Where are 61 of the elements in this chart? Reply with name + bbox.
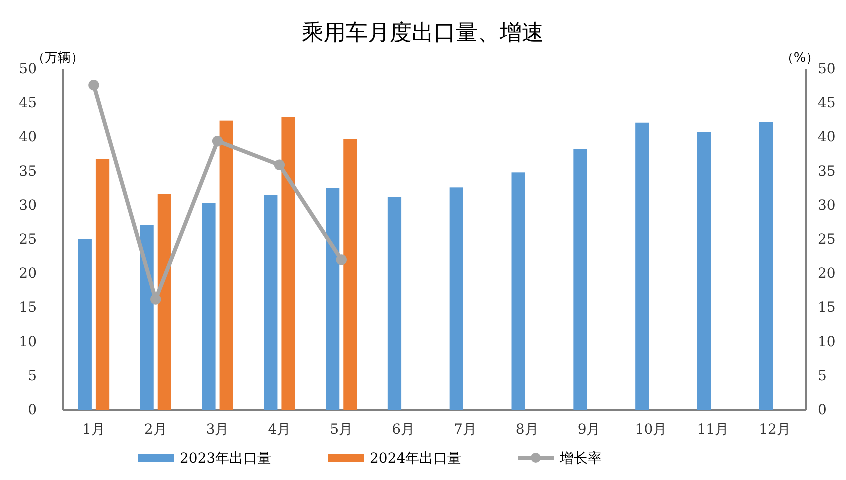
point [336, 254, 347, 266]
bar [96, 159, 110, 410]
x-tick-label: 5月 [330, 422, 354, 438]
chart-title: 乘用车月度出口量、增速 [302, 21, 544, 46]
y-tick-label: 40 [19, 130, 37, 146]
bar [264, 195, 278, 410]
y2-tick-label: 25 [818, 232, 836, 248]
y2-tick-label: 30 [818, 198, 836, 214]
bar [759, 122, 774, 410]
bar [158, 194, 172, 410]
y-tick-label: 0 [28, 402, 37, 418]
bar [140, 225, 154, 410]
y-tick-label: 45 [19, 96, 37, 112]
y2-tick-label: 5 [818, 368, 827, 384]
bar [344, 139, 358, 410]
bar [512, 172, 526, 410]
x-tick-label: 6月 [392, 422, 416, 438]
y-tick-label: 25 [19, 232, 37, 248]
x-tick-label: 9月 [578, 422, 601, 438]
bar [574, 149, 588, 410]
legend-label: 2024年出口量 [370, 451, 462, 467]
x-tick-label: 4月 [268, 422, 292, 438]
bar [202, 203, 216, 410]
x-tick-label: 7月 [454, 422, 477, 438]
point [88, 80, 100, 91]
y2-tick-label: 35 [818, 164, 836, 180]
point [212, 136, 224, 147]
y-tick-label: 50 [19, 61, 37, 78]
y-tick-label: 15 [19, 300, 37, 316]
x-tick-label: 2月 [144, 422, 168, 438]
x-tick-label: 10月 [635, 422, 668, 438]
x-tick-label: 12月 [759, 422, 791, 438]
y2-tick-label: 45 [818, 96, 836, 112]
point [274, 160, 286, 171]
y-tick-label: 10 [19, 334, 37, 350]
x-tick-label: 3月 [206, 422, 230, 438]
y2-tick-label: 40 [818, 130, 836, 146]
x-tick-label: 11月 [697, 422, 730, 438]
y-tick-label: 35 [19, 164, 37, 180]
x-tick-label: 8月 [516, 422, 539, 438]
bar [282, 117, 296, 410]
y2-tick-label: 50 [818, 61, 836, 78]
y-tick-label: 30 [19, 198, 37, 214]
legend-label: 增长率 [559, 451, 602, 467]
bar [220, 120, 234, 410]
y2-tick-label: 10 [818, 334, 836, 350]
legend-label: 2023年出口量 [180, 451, 272, 467]
bar [698, 132, 712, 410]
y2-tick-label: 20 [818, 266, 836, 282]
y2-axis-title: （%） [780, 51, 820, 66]
y2-tick-label: 15 [818, 300, 836, 316]
bar [326, 188, 340, 410]
point [150, 294, 162, 305]
y2-tick-label: 0 [818, 402, 827, 418]
x-tick-label: 1月 [82, 422, 106, 438]
y-tick-label: 20 [19, 266, 37, 282]
bar [78, 240, 92, 410]
bar [450, 188, 464, 410]
bar [636, 122, 650, 410]
bar [388, 197, 402, 410]
y-tick-label: 5 [28, 368, 37, 384]
